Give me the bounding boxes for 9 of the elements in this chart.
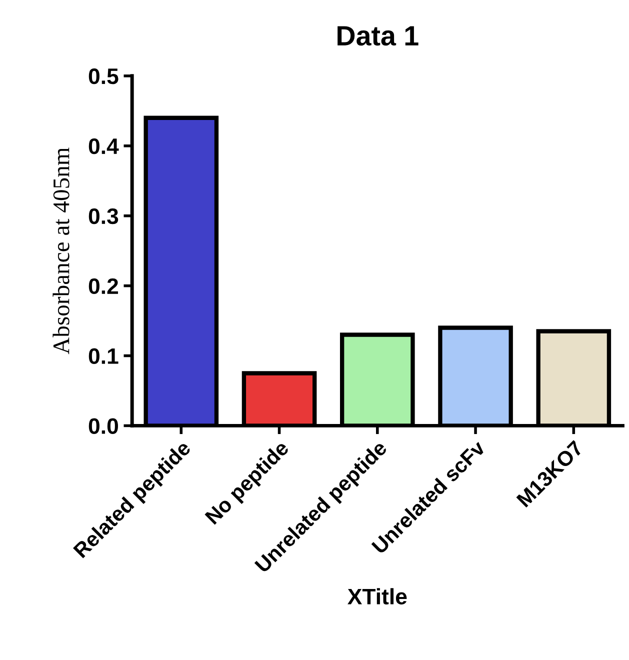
y-tick-label: 0.2 xyxy=(88,278,118,294)
y-tick-label: 0.1 xyxy=(88,348,118,364)
y-axis-title: Absorbance at 405nm xyxy=(52,148,70,354)
x-axis-title: XTitle xyxy=(348,588,407,604)
y-tick-label: 0.5 xyxy=(88,68,118,84)
y-tick-label: 0.0 xyxy=(88,418,118,434)
y-tick-label: 0.3 xyxy=(88,208,118,224)
y-tick-label: 0.4 xyxy=(88,138,119,154)
chart-title: Data 1 xyxy=(338,26,418,46)
